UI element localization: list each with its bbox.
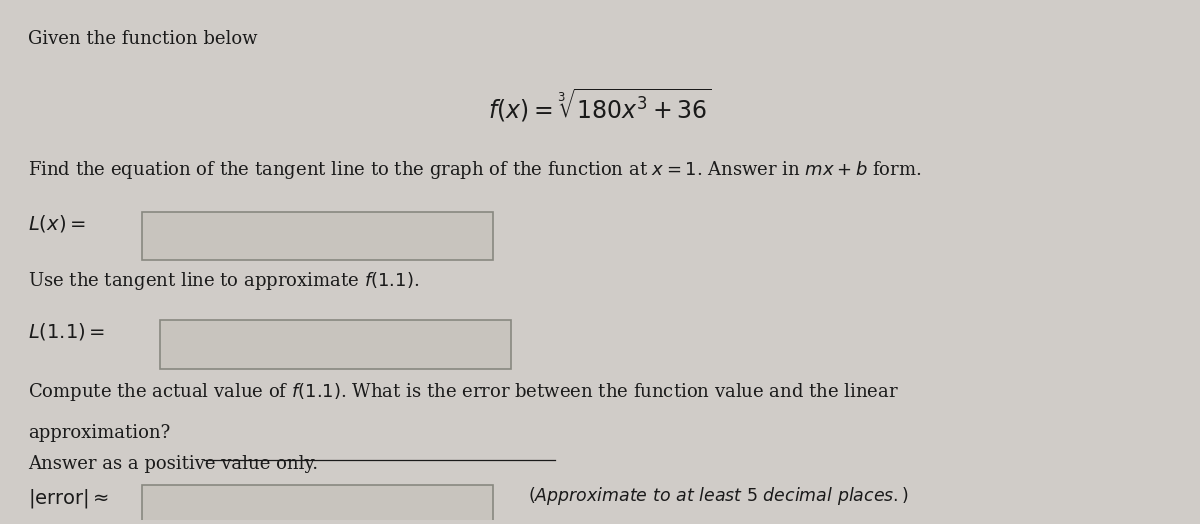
Text: Find the equation of the tangent line to the graph of the function at $x = 1$. A: Find the equation of the tangent line to… [28,159,922,181]
Text: $(Approximate\ to\ at\ least\ 5\ decimal\ places.)$: $(Approximate\ to\ at\ least\ 5\ decimal… [528,485,910,507]
Text: $|\mathrm{error}| \approx$: $|\mathrm{error}| \approx$ [28,487,109,510]
FancyBboxPatch shape [143,212,493,260]
Text: Use the tangent line to approximate $f(1.1)$.: Use the tangent line to approximate $f(1… [28,270,419,292]
Text: $L(x) =$: $L(x) =$ [28,213,85,234]
FancyBboxPatch shape [161,320,511,369]
FancyBboxPatch shape [143,485,493,524]
Text: $f(x) = \sqrt[3]{180x^3 + 36}$: $f(x) = \sqrt[3]{180x^3 + 36}$ [488,86,712,124]
Text: $L(1.1) =$: $L(1.1) =$ [28,321,106,342]
Text: approximation?: approximation? [28,424,170,442]
Text: Compute the actual value of $f(1.1)$. What is the error between the function val: Compute the actual value of $f(1.1)$. Wh… [28,380,899,402]
Text: Given the function below: Given the function below [28,30,258,48]
Text: Answer as a positive value only.: Answer as a positive value only. [28,455,318,473]
